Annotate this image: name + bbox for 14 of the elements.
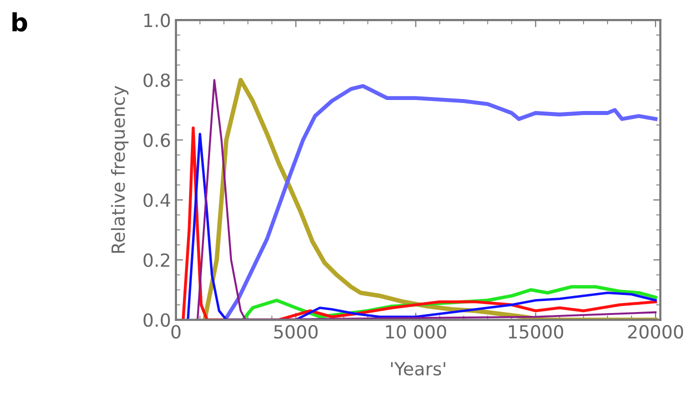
- x-tick-label: 0: [171, 324, 180, 339]
- y-axis-title: Relative frequency: [111, 86, 128, 253]
- y-tick-label: 0.8: [144, 73, 170, 88]
- x-axis-title: 'Years': [391, 362, 446, 376]
- x-tick-label: 15000: [508, 324, 564, 339]
- y-tick-label: 0.2: [144, 253, 170, 267]
- text: b: [12, 12, 28, 32]
- y-tick-label: 0.6: [144, 133, 170, 148]
- y-tick-label: 0.0: [144, 313, 170, 327]
- y-tick-label: 1.0: [144, 14, 170, 28]
- x-tick-label: 5000: [274, 324, 318, 339]
- x-tick-label: 20000: [628, 324, 684, 339]
- y-tick-label: 0.4: [144, 193, 170, 208]
- x-tick-label: 10 000: [386, 324, 446, 339]
